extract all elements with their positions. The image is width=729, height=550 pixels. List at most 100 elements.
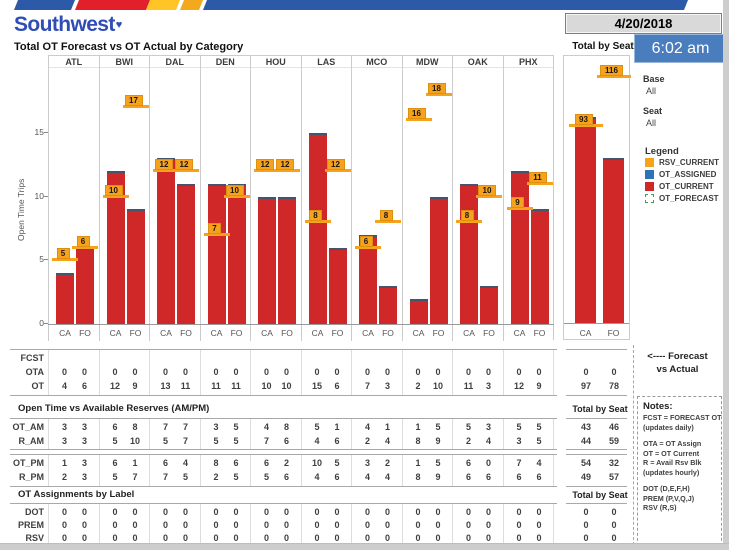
- date-selector[interactable]: 4/20/2018: [565, 13, 722, 34]
- bar-ot-current-CA[interactable]: [106, 171, 125, 324]
- rsv-flag-line[interactable]: [52, 258, 78, 262]
- rsv-flag-line[interactable]: [506, 207, 533, 211]
- rsv-flag-label[interactable]: 5: [56, 248, 70, 260]
- rsv-flag-line[interactable]: [274, 169, 300, 172]
- table-cell: 11: [463, 381, 474, 391]
- table-rule: [10, 503, 557, 504]
- page-title: Total OT Forecast vs OT Actual by Catego…: [14, 41, 244, 53]
- rsv-flag-label[interactable]: 10: [104, 184, 123, 196]
- bar-ot-current-FO[interactable]: [328, 247, 347, 324]
- rsv-flag-label[interactable]: 11: [528, 171, 547, 183]
- table-cell: 0: [132, 507, 138, 517]
- southwest-logo: Southwest♥: [14, 13, 122, 37]
- rsv-flag-line[interactable]: [223, 194, 250, 198]
- notes-line: R = Avail Rsv Blk: [643, 458, 702, 467]
- rsv-flag-label[interactable]: 8: [379, 210, 393, 221]
- axis-label-FO: FO: [331, 328, 344, 338]
- rsv-flag-line[interactable]: [425, 92, 452, 96]
- rsv-flag-label[interactable]: 93: [574, 113, 593, 125]
- rsv-flag-line[interactable]: [203, 232, 230, 236]
- rsv-flag-line[interactable]: [375, 220, 401, 223]
- rsv-flag-line[interactable]: [355, 245, 381, 249]
- rsv-flag-label[interactable]: 9: [511, 197, 524, 209]
- legend-item-ot_assigned[interactable]: OT_ASSIGNED: [645, 170, 725, 180]
- bar-ot-current-CA[interactable]: [510, 171, 529, 324]
- rsv-flag-line[interactable]: [405, 118, 432, 121]
- legend-item-ot_forecast[interactable]: OT_FORECAST: [645, 194, 725, 204]
- rsv-flag-label[interactable]: 10: [478, 184, 496, 196]
- rsv-flag-line[interactable]: [568, 123, 603, 127]
- table-gridline: [199, 349, 201, 396]
- bar-ot-current-FO[interactable]: [227, 183, 246, 324]
- rsv-flag-label[interactable]: 7: [208, 222, 221, 234]
- rsv-flag-label[interactable]: 6: [359, 235, 373, 247]
- rsv-flag-line[interactable]: [173, 169, 199, 172]
- rsv-flag-line[interactable]: [72, 245, 98, 249]
- rsv-flag-label[interactable]: 12: [276, 159, 294, 170]
- bar-ot-current-FO[interactable]: [603, 157, 624, 324]
- rsv-flag-label[interactable]: 18: [427, 82, 446, 94]
- rsv-flag-line[interactable]: [456, 220, 482, 223]
- bar-ot-current-FO[interactable]: [429, 196, 448, 324]
- bar-ot-current-CA[interactable]: [207, 183, 226, 324]
- rsv-flag-label[interactable]: 116: [600, 64, 623, 76]
- bar-ot-current-CA[interactable]: [56, 273, 74, 324]
- bar-ot-current-FO[interactable]: [278, 196, 296, 324]
- axis-label-FO: FO: [607, 328, 620, 338]
- rsv-flag-label[interactable]: 12: [326, 159, 345, 170]
- bar-ot-current-FO[interactable]: [530, 209, 549, 324]
- rsv-flag-label[interactable]: 17: [124, 95, 143, 107]
- bar-ot-current-CA[interactable]: [157, 158, 175, 324]
- legend-item-ot_current[interactable]: OT_CURRENT: [645, 182, 725, 192]
- legend-item-label: OT_FORECAST: [659, 194, 719, 203]
- notes-panel: Notes: FCST = FORECAST OT (updates daily)…: [637, 396, 722, 546]
- table-gridline: [250, 349, 251, 396]
- rsv-flag-label[interactable]: 12: [155, 159, 173, 170]
- table-cell: 11: [231, 381, 241, 391]
- brand-stripe-segment: [202, 0, 689, 10]
- bar-ot-current-CA[interactable]: [460, 183, 478, 324]
- rsv-flag-line[interactable]: [304, 220, 331, 223]
- table-cell: 7: [132, 472, 138, 482]
- rsv-flag-line[interactable]: [122, 105, 149, 109]
- bar-ot-current-CA[interactable]: [258, 196, 276, 324]
- bar-ot-current-FO[interactable]: [76, 247, 94, 324]
- table-rule: [10, 486, 557, 487]
- rsv-flag-line[interactable]: [476, 194, 502, 198]
- table-cell: 0: [435, 520, 441, 530]
- rsv-flag-label[interactable]: 12: [175, 159, 193, 170]
- bar-ot-current-FO[interactable]: [480, 285, 498, 324]
- rsv-flag-line[interactable]: [102, 194, 129, 198]
- base-filter-value[interactable]: All: [646, 86, 657, 96]
- rsv-flag-label[interactable]: 16: [407, 108, 426, 119]
- rsv-flag-label[interactable]: 8: [309, 210, 322, 221]
- table-total-cell: [575, 352, 597, 365]
- row-label-ot_am: OT_AM: [12, 422, 45, 432]
- table-cell: 0: [485, 458, 491, 468]
- rsv-flag-label[interactable]: 8: [460, 210, 474, 221]
- rsv-flag-line[interactable]: [526, 181, 553, 185]
- bar-ot-current-FO[interactable]: [126, 209, 145, 324]
- rsv-flag-line[interactable]: [596, 74, 631, 78]
- table-cell: 2: [384, 458, 390, 468]
- rsv-flag-line[interactable]: [153, 169, 179, 172]
- rsv-flag-label[interactable]: 10: [225, 184, 244, 196]
- rsv-flag-line[interactable]: [254, 169, 280, 172]
- table-cell: 3: [81, 422, 87, 432]
- axis-label-FO: FO: [180, 328, 192, 338]
- bar-ot-current-CA[interactable]: [308, 132, 327, 324]
- table-cell: 0: [182, 367, 188, 377]
- table-gridline: [199, 454, 201, 487]
- table-cell: 1: [132, 458, 138, 468]
- table-cell: 0: [384, 520, 390, 530]
- seat-filter-value[interactable]: All: [646, 118, 657, 128]
- legend-item-rsv_current[interactable]: RSV_CURRENT: [645, 158, 725, 168]
- rsv-flag-label[interactable]: 6: [76, 235, 90, 247]
- rsv-flag-line[interactable]: [324, 169, 351, 172]
- bar-ot-current-FO[interactable]: [379, 285, 397, 324]
- bar-ot-current-CA[interactable]: [409, 298, 428, 324]
- bar-ot-current-CA[interactable]: [575, 117, 596, 324]
- bar-ot-current-FO[interactable]: [177, 183, 195, 324]
- rsv-flag-label[interactable]: 12: [256, 159, 274, 170]
- table-cell: 0: [132, 520, 138, 530]
